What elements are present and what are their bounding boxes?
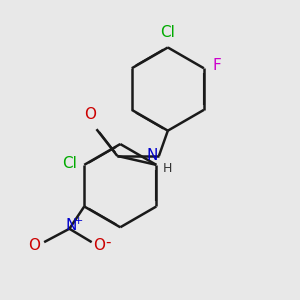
Text: O: O: [85, 107, 97, 122]
Text: N: N: [65, 218, 76, 233]
Text: Cl: Cl: [160, 25, 175, 40]
Text: Cl: Cl: [62, 156, 77, 171]
Text: -: -: [105, 235, 110, 250]
Text: O: O: [28, 238, 40, 253]
Text: H: H: [163, 163, 172, 176]
Text: N: N: [146, 148, 158, 164]
Text: +: +: [74, 216, 84, 226]
Text: O: O: [93, 238, 105, 253]
Text: F: F: [213, 58, 221, 73]
